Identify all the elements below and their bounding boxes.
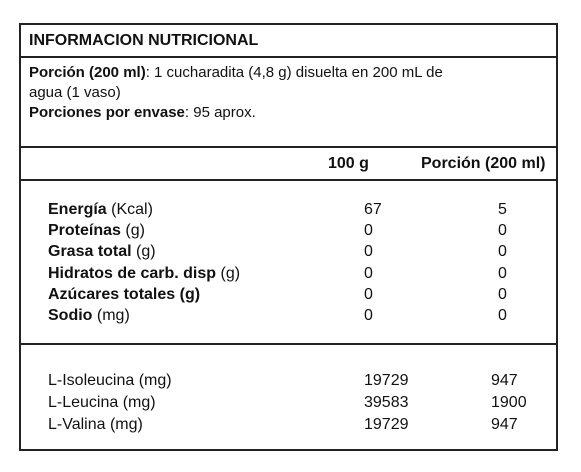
value-100g: 0 — [364, 243, 373, 260]
nutrient-name: Proteínas — [48, 222, 121, 239]
value-100g: 19729 — [364, 372, 409, 389]
table-row: Sodio (mg) 0 0 — [21, 307, 556, 327]
table-row: Hidratos de carb. disp (g) 0 0 — [21, 265, 556, 285]
nutrient-name: Hidratos de carb. disp — [48, 265, 217, 282]
value-portion: 947 — [491, 416, 518, 433]
serving-info: Porción (200 ml): 1 cucharadita (4,8 g) … — [29, 63, 549, 123]
nutrient-name: Azúcares totales (g) — [48, 286, 201, 303]
value-100g: 0 — [364, 307, 373, 324]
table-row: L-Leucina (mg) 39583 1900 — [21, 394, 556, 414]
value-portion: 947 — [491, 372, 518, 389]
value-100g: 67 — [364, 201, 382, 218]
nutrient-name: Energía — [48, 201, 107, 218]
nutrient-name: Grasa total — [48, 243, 132, 260]
value-portion: 0 — [498, 243, 507, 260]
amino-name: L-Valina (mg) — [48, 416, 143, 433]
portion-text-cont: agua (1 vaso) — [29, 84, 121, 101]
nutrient-unit: (g) — [216, 265, 241, 282]
value-100g: 0 — [364, 222, 373, 239]
amino-name: L-Leucina (mg) — [48, 394, 156, 411]
value-100g: 39583 — [364, 394, 409, 411]
value-100g: 19729 — [364, 416, 409, 433]
value-portion: 1900 — [491, 394, 527, 411]
nutrient-unit: (g) — [120, 222, 145, 239]
portion-line: Porción (200 ml): 1 cucharadita (4,8 g) … — [29, 63, 549, 83]
value-portion: 5 — [498, 201, 507, 218]
table-row: L-Isoleucina (mg) 19729 947 — [21, 372, 556, 392]
value-portion: 0 — [498, 307, 507, 324]
value-100g: 0 — [364, 286, 373, 303]
servings-label: Porciones por envase — [29, 104, 185, 121]
nutrition-facts-panel: INFORMACION NUTRICIONAL Porción (200 ml)… — [19, 23, 558, 451]
servings-text: : 95 aprox. — [184, 104, 256, 121]
table-row: Energía (Kcal) 67 5 — [21, 201, 556, 221]
column-header-row: 100 g Porción (200 ml) — [21, 146, 556, 181]
section-divider — [21, 343, 556, 345]
nutrient-name: Sodio — [48, 307, 93, 324]
value-portion: 0 — [498, 286, 507, 303]
nutrient-unit: (g) — [131, 243, 156, 260]
portion-text: : 1 cucharadita (4,8 g) disuelta en 200 … — [145, 64, 443, 81]
nutrient-unit: (Kcal) — [106, 201, 153, 218]
table-row: Grasa total (g) 0 0 — [21, 243, 556, 263]
table-row: Proteínas (g) 0 0 — [21, 222, 556, 242]
portion-label: Porción (200 ml) — [29, 64, 146, 81]
table-row: L-Valina (mg) 19729 947 — [21, 416, 556, 436]
servings-line: Porciones por envase: 95 aprox. — [29, 103, 549, 123]
table-row: Azúcares totales (g) 0 0 — [21, 286, 556, 306]
panel-title: INFORMACION NUTRICIONAL — [21, 25, 556, 58]
nutrient-unit: (mg) — [92, 307, 130, 324]
amino-name: L-Isoleucina (mg) — [48, 372, 172, 389]
value-portion: 0 — [498, 265, 507, 282]
value-100g: 0 — [364, 265, 373, 282]
column-header-100g: 100 g — [328, 155, 369, 172]
value-portion: 0 — [498, 222, 507, 239]
column-header-portion: Porción (200 ml) — [421, 155, 546, 172]
